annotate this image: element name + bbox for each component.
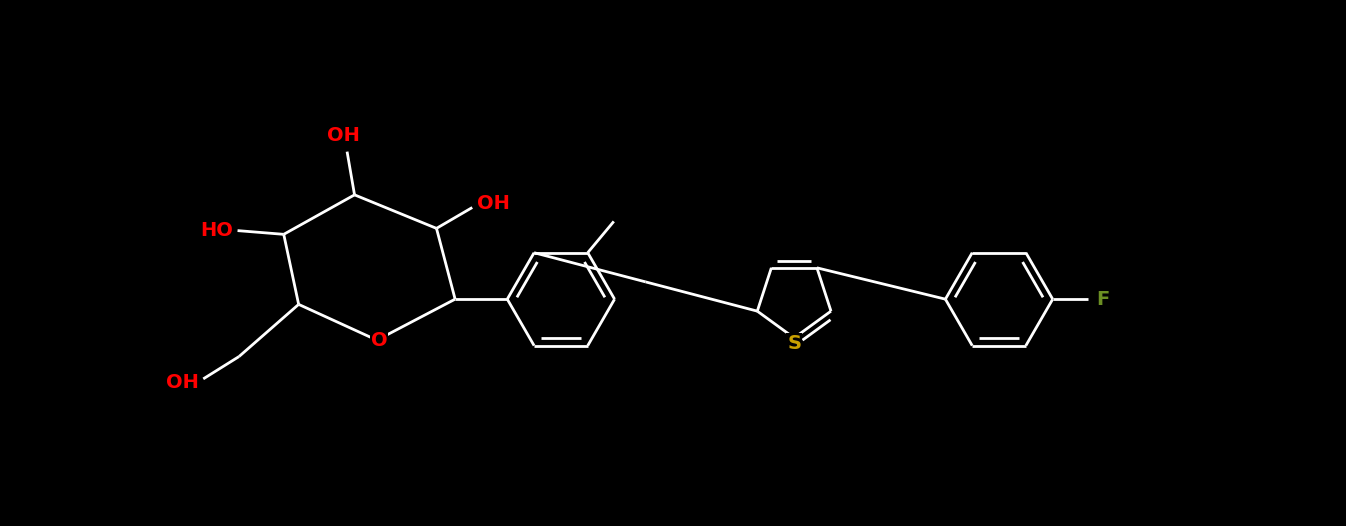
Text: F: F [1097,290,1110,309]
Text: OH: OH [327,126,359,145]
Text: HO: HO [201,221,233,240]
Text: S: S [787,335,801,353]
Text: O: O [370,331,388,350]
Text: OH: OH [476,194,510,213]
Text: OH: OH [166,373,199,392]
